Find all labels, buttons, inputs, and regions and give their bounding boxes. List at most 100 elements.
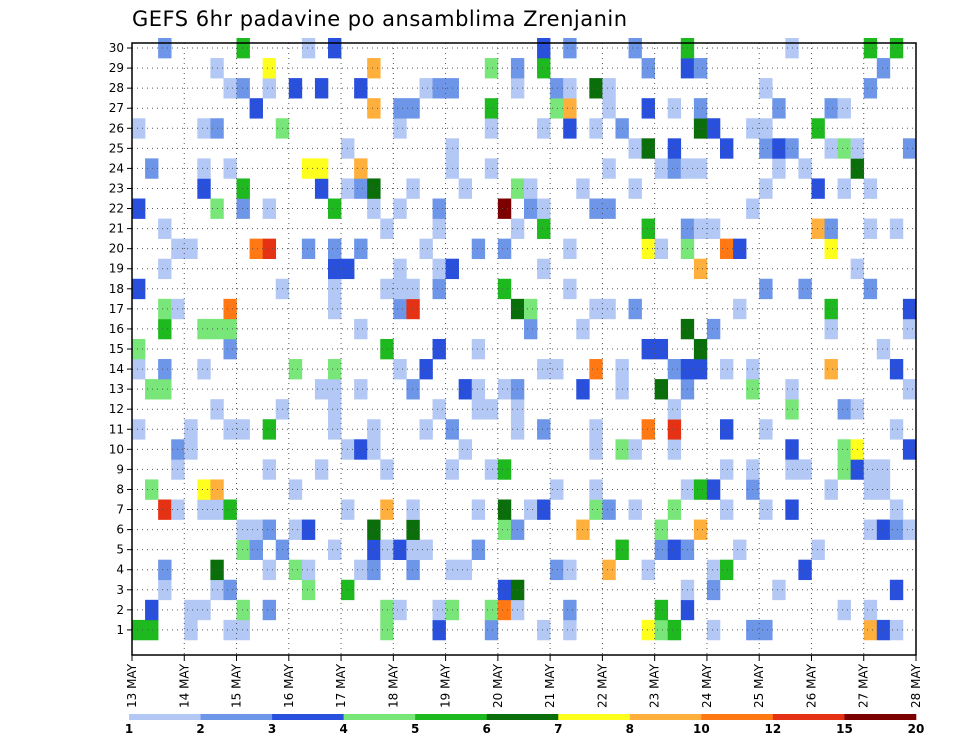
color-scale-swatch: [415, 714, 488, 720]
x-tick-label: 23 MAY: [648, 663, 662, 708]
heatmap-cell: [458, 178, 473, 199]
heatmap-cell: [380, 218, 394, 239]
heatmap-cell: [393, 198, 407, 219]
heatmap-cell: [863, 218, 878, 239]
heatmap-cell: [158, 298, 172, 320]
heatmap-cell: [563, 559, 577, 581]
heatmap-cell: [537, 359, 551, 380]
heatmap-cell: [537, 499, 551, 520]
heatmap-cell: [197, 499, 211, 520]
heatmap-cell: [863, 599, 878, 621]
color-scale-label: 15: [836, 722, 853, 736]
heatmap-cell: [772, 158, 786, 179]
heatmap-cell: [537, 198, 551, 219]
heatmap-cell: [484, 599, 499, 621]
heatmap-cell: [602, 78, 616, 99]
heatmap-cell: [563, 619, 577, 641]
heatmap-cell: [537, 58, 551, 79]
heatmap-cell: [863, 178, 878, 199]
heatmap-cells: [132, 37, 917, 641]
heatmap-cell: [380, 599, 394, 621]
heatmap-cell: [223, 579, 237, 601]
heatmap-cell: [354, 178, 368, 199]
heatmap-cell: [654, 238, 669, 260]
heatmap-cell: [236, 78, 250, 99]
color-scale-label: 3: [268, 722, 276, 736]
heatmap-cell: [824, 318, 838, 340]
heatmap-cell: [524, 178, 538, 199]
heatmap-cell: [889, 619, 904, 641]
heatmap-cell: [406, 499, 420, 520]
heatmap-cell: [328, 37, 342, 59]
color-scale-swatch: [701, 714, 774, 720]
y-tick-label: 23: [109, 181, 124, 195]
heatmap-cell: [602, 298, 616, 320]
heatmap-cell: [328, 359, 342, 380]
y-tick-label: 2: [116, 603, 124, 617]
heatmap-cell: [354, 318, 368, 340]
heatmap-cell: [432, 78, 446, 99]
heatmap-cell: [354, 439, 368, 460]
heatmap-cell: [432, 399, 446, 420]
x-tick-label: 19 MAY: [439, 663, 453, 708]
heatmap-cell: [458, 439, 473, 460]
heatmap-cell: [667, 359, 682, 380]
heatmap-cell: [889, 519, 904, 540]
heatmap-cell: [667, 158, 682, 179]
heatmap-cell: [249, 98, 263, 119]
heatmap-cell: [654, 158, 669, 179]
heatmap-cell: [602, 559, 616, 581]
heatmap-cell: [406, 559, 420, 581]
heatmap-cell: [550, 359, 564, 380]
heatmap-cell: [432, 258, 446, 280]
heatmap-cell: [484, 98, 499, 119]
heatmap-cell: [158, 318, 172, 340]
color-scale-swatch: [772, 714, 845, 720]
y-tick-label: 15: [109, 342, 124, 356]
x-tick-label: 18 MAY: [386, 663, 400, 708]
heatmap-cell: [667, 619, 682, 641]
heatmap-cell: [419, 539, 433, 560]
heatmap-cell: [145, 379, 159, 400]
heatmap-cell: [628, 138, 642, 159]
heatmap-cell: [236, 539, 250, 560]
heatmap-cell: [406, 98, 420, 119]
heatmap-cell: [432, 599, 446, 621]
heatmap-cell: [524, 499, 538, 520]
heatmap-cell: [863, 78, 878, 99]
heatmap-cell: [563, 98, 577, 119]
heatmap-cell: [145, 619, 159, 641]
heatmap-cell: [798, 158, 812, 179]
heatmap-cell: [497, 379, 512, 400]
heatmap-cell: [393, 98, 407, 119]
heatmap-cell: [393, 118, 407, 139]
heatmap-cell: [693, 359, 708, 380]
heatmap-cell: [354, 379, 368, 400]
heatmap-cell: [798, 278, 812, 300]
heatmap-cell: [223, 78, 237, 99]
heatmap-cell: [497, 579, 512, 601]
heatmap-cell: [824, 238, 838, 260]
heatmap-cell: [132, 359, 146, 380]
color-scale-label: 6: [483, 722, 491, 736]
heatmap-cell: [876, 479, 891, 500]
heatmap-cell: [863, 459, 878, 480]
heatmap-cell: [223, 619, 237, 641]
heatmap-cell: [889, 359, 904, 380]
heatmap-cell: [641, 58, 655, 79]
heatmap-cell: [641, 338, 655, 360]
heatmap-cell: [380, 338, 394, 360]
heatmap-cell: [667, 98, 682, 119]
color-scale-label: 2: [196, 722, 204, 736]
heatmap-cell: [876, 459, 891, 480]
heatmap-cell: [524, 318, 538, 340]
heatmap-cell: [693, 98, 708, 119]
heatmap-cell: [863, 619, 878, 641]
heatmap-cell: [497, 499, 512, 520]
heatmap-cell: [314, 178, 329, 199]
heatmap-cell: [628, 499, 642, 520]
heatmap-cell: [497, 278, 512, 300]
y-tick-label: 22: [109, 202, 124, 216]
x-tick-label: 27 MAY: [857, 663, 871, 708]
